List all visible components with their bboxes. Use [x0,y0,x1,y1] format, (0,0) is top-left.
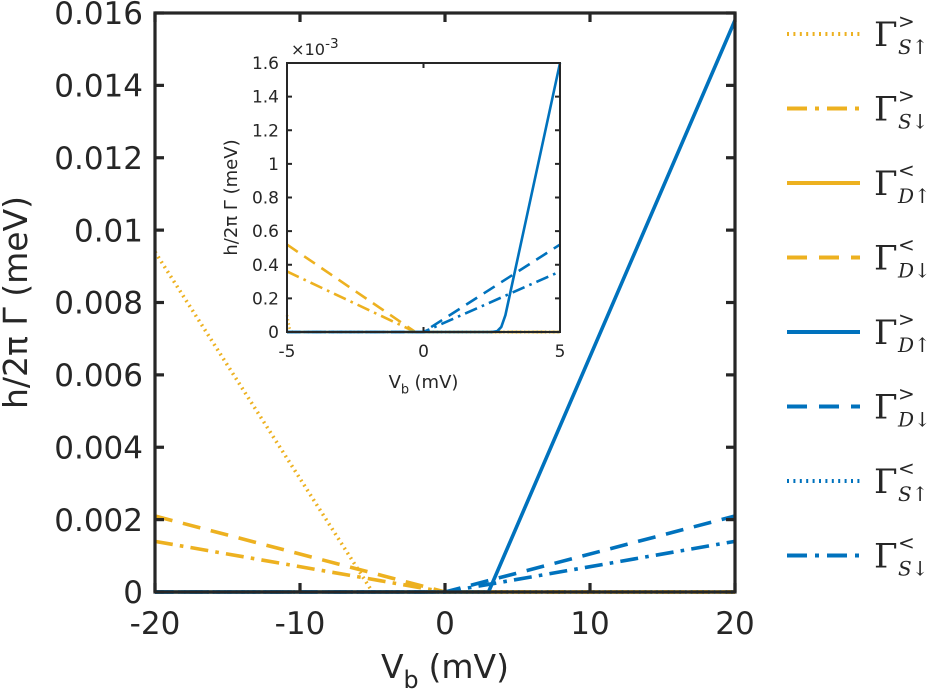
y-tick-label: 0.8 [252,189,279,209]
legend-label-greek: Γ [874,388,898,428]
y-axis-label: h/2π Γ (meV) [221,139,242,255]
x-tick-label: 20 [715,606,754,642]
legend-label-sub: S↑ [898,482,928,506]
y-exponent-label: ×10-3 [291,36,339,59]
legend: Γ >S↑Γ >S↓Γ <D↑Γ <D↓Γ >D↑Γ >D↓Γ <S↑Γ <S↓ [787,9,931,581]
x-axis-label-sub: b [401,382,409,397]
x-axis-label-main: V [381,647,404,686]
legend-label-greek: Γ [874,90,898,130]
legend-label-sup: > [898,9,915,33]
y-tick-label: 1.6 [252,54,279,74]
inset-chart: -5 0 500.20.40.60.811.21.41.6Vb (mV)h/2π Γ … [221,36,565,397]
y-tick-label: 0.014 [54,69,143,105]
x-tick-label: 0 [435,606,455,642]
legend-label-sub: D↑ [897,184,931,208]
y-tick-label: 0.01 [74,213,143,249]
y-axis-label: h/2π Γ (meV) [0,196,35,409]
legend-label-greek: Γ [874,239,898,279]
y-tick-label: 0.016 [54,0,143,32]
x-axis-label: Vb (mV) [389,372,459,397]
legend-label-sup: < [898,233,915,257]
y-tick-label: 1.4 [252,88,279,108]
legend-label-greek: Γ [874,164,898,204]
x-tick-label: 5 [555,342,566,362]
x-axis-label-sub: b [404,666,419,694]
legend-label-greek: Γ [874,313,898,353]
y-tick-label: 0.4 [252,256,279,276]
y-tick-label: 0 [123,575,143,611]
y-tick-label: 0.002 [54,503,143,539]
legend-label-sub: D↓ [897,408,931,432]
y-tick-label: 0.2 [252,289,279,309]
x-tick-label: 0 [418,342,429,362]
x-tick-label: -20 [130,606,181,642]
x-tick-label: -5 [279,342,296,362]
legend-label-sup: > [898,307,915,331]
plot-area [287,63,560,332]
x-axis-label-main: V [389,372,402,393]
legend-label-greek: Γ [874,537,898,577]
y-tick-label: 0.6 [252,222,279,242]
legend-label-sup: < [898,158,915,182]
y-tick-label: 1.2 [252,121,279,141]
legend-label-sub: D↓ [897,259,931,283]
x-axis-label-unit: (mV) [429,647,509,686]
x-axis-label-unit: (mV) [415,372,459,393]
legend-label-sup: < [898,531,915,555]
legend-label-sup: < [898,456,915,480]
y-tick-label: 0.008 [54,286,143,322]
legend-label-sub: S↑ [898,35,928,59]
x-tick-label: 10 [570,606,609,642]
y-tick-label: 0.006 [54,358,143,394]
legend-label-sup: > [898,84,915,108]
legend-label-greek: Γ [874,462,898,502]
legend-label-sub: D↑ [897,333,931,357]
y-tick-label: 0 [268,323,279,343]
x-axis-label: Vb (mV) [381,647,509,694]
legend-label-greek: Γ [874,15,898,55]
y-tick-label: 1 [268,155,279,175]
y-tick-label: 0.004 [54,430,143,466]
legend-label-sup: > [898,382,915,406]
y-exponent-power: -3 [325,36,339,52]
legend-label-sub: S↓ [898,557,928,581]
x-tick-label: -10 [275,606,326,642]
legend-label-sub: S↓ [898,110,928,134]
y-exponent-base: ×10 [291,40,325,59]
y-tick-label: 0.012 [54,141,143,177]
